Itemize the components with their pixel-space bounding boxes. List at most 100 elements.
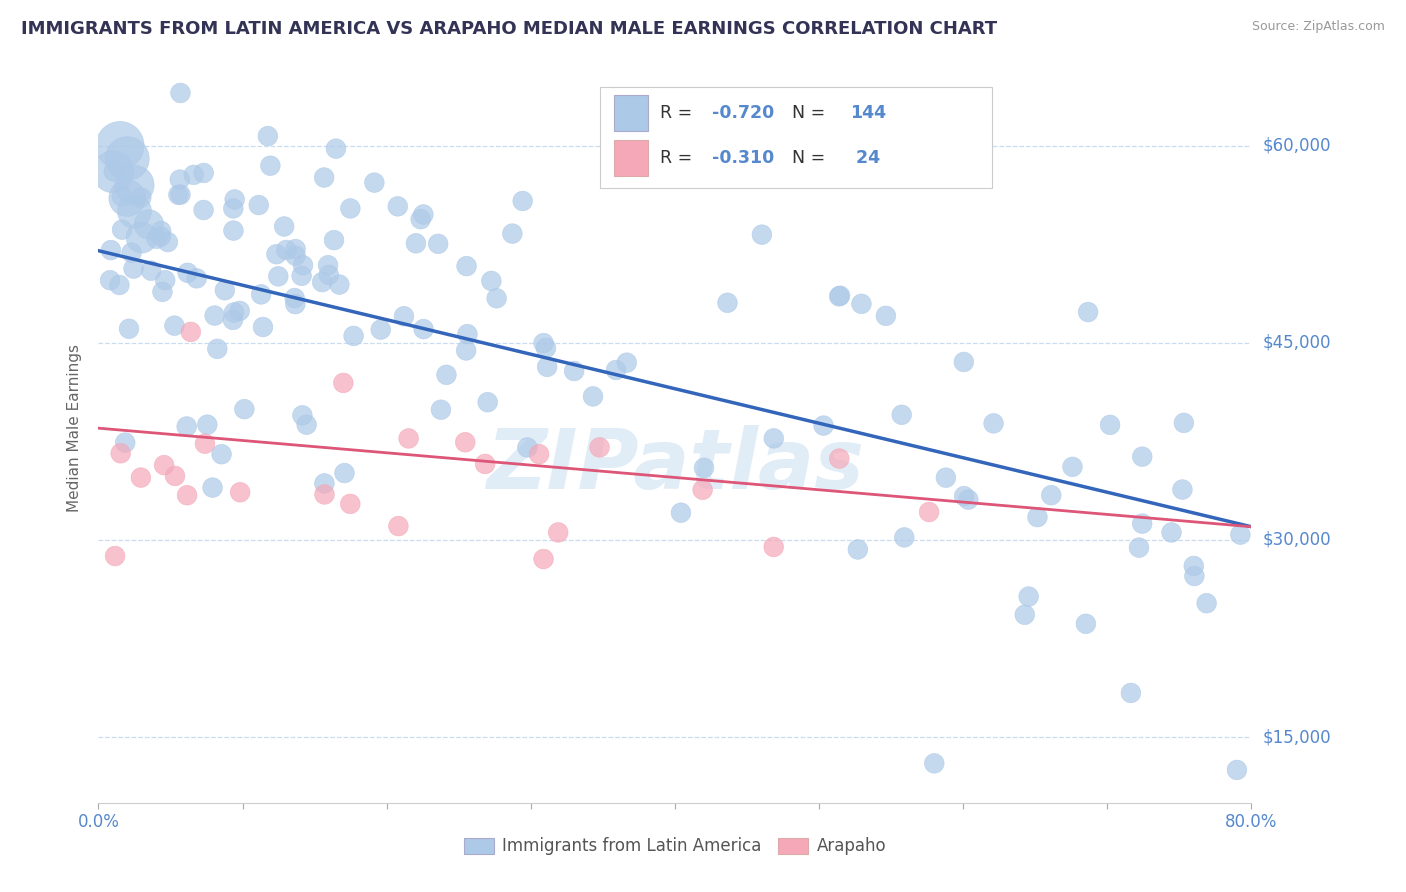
Point [110, 446, 132, 460]
Point [1171, 483, 1194, 497]
Point [328, 277, 350, 292]
Point [122, 261, 145, 276]
Point [456, 259, 478, 273]
Point [1018, 590, 1040, 604]
Point [163, 318, 186, 333]
Point [167, 187, 190, 202]
Point [141, 263, 163, 277]
Point [266, 247, 288, 261]
Point [1099, 417, 1122, 432]
Point [124, 204, 146, 219]
Point [536, 359, 558, 374]
Point [155, 273, 177, 287]
Point [333, 466, 356, 480]
Point [211, 447, 233, 461]
Point [316, 258, 339, 272]
Point [195, 417, 218, 432]
Bar [614, 95, 648, 131]
Point [124, 178, 146, 192]
Point [103, 164, 125, 178]
Point [533, 552, 555, 566]
Point [828, 289, 851, 303]
Point [512, 194, 534, 208]
Point [152, 285, 174, 299]
Point [311, 275, 333, 289]
Point [953, 355, 976, 369]
Text: $15,000: $15,000 [1263, 728, 1331, 746]
Point [398, 431, 420, 445]
Point [314, 476, 336, 491]
Point [276, 243, 298, 257]
Point [138, 218, 160, 232]
Text: IMMIGRANTS FROM LATIN AMERICA VS ARAPAHO MEDIAN MALE EARNINGS CORRELATION CHART: IMMIGRANTS FROM LATIN AMERICA VS ARAPAHO… [21, 20, 997, 37]
Point [233, 402, 256, 417]
Point [176, 488, 198, 502]
Point [149, 229, 172, 244]
Point [534, 341, 557, 355]
Point [1226, 763, 1249, 777]
Point [456, 327, 478, 342]
Point [1173, 416, 1195, 430]
Point [176, 266, 198, 280]
Point [314, 487, 336, 501]
Point [751, 227, 773, 242]
Point [762, 431, 785, 445]
Point [890, 408, 912, 422]
Point [616, 356, 638, 370]
Point [117, 191, 138, 205]
Point [501, 227, 523, 241]
Point [479, 274, 502, 288]
Point [100, 243, 122, 257]
Point [111, 189, 134, 203]
Point [318, 268, 340, 282]
Point [169, 172, 191, 186]
Point [1130, 450, 1153, 464]
Point [222, 305, 245, 319]
Point [222, 313, 245, 327]
Point [918, 505, 941, 519]
Point [325, 142, 347, 156]
Legend: Immigrants from Latin America, Arapaho: Immigrants from Latin America, Arapaho [457, 830, 893, 862]
Point [1182, 569, 1205, 583]
Point [370, 323, 392, 337]
Point [150, 224, 173, 238]
Point [409, 212, 432, 227]
Point [669, 506, 692, 520]
Point [813, 418, 835, 433]
Point [250, 287, 273, 301]
Point [562, 364, 585, 378]
Point [387, 199, 409, 213]
Text: 144: 144 [851, 104, 886, 122]
Point [292, 258, 315, 272]
Point [846, 542, 869, 557]
Point [129, 470, 152, 484]
Point [983, 417, 1005, 431]
Point [1130, 516, 1153, 531]
Point [193, 166, 215, 180]
Point [454, 435, 477, 450]
Point [111, 222, 134, 236]
Point [108, 138, 131, 153]
Point [875, 309, 897, 323]
Point [323, 233, 346, 247]
Point [224, 193, 246, 207]
Y-axis label: Median Male Earnings: Median Male Earnings [67, 344, 83, 512]
Point [183, 168, 205, 182]
Text: 24: 24 [851, 150, 880, 168]
Point [201, 481, 224, 495]
Point [1026, 510, 1049, 524]
Point [131, 190, 153, 204]
Point [257, 129, 280, 144]
Point [692, 483, 714, 497]
Point [412, 322, 434, 336]
Text: R =: R = [659, 104, 697, 122]
Point [430, 402, 453, 417]
Text: N =: N = [793, 104, 831, 122]
Point [474, 457, 496, 471]
Point [1014, 607, 1036, 622]
Point [247, 198, 270, 212]
Point [273, 219, 295, 234]
Point [516, 441, 538, 455]
Point [214, 283, 236, 297]
Point [153, 458, 176, 472]
